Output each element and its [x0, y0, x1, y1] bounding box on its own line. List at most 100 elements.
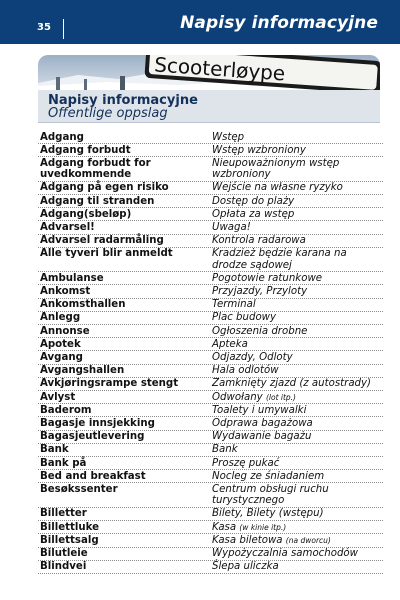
glossary-entry: Ankomst Przyjazdy, Przyloty	[38, 285, 383, 299]
entry-translation: Wstęp wzbroniony	[212, 145, 383, 156]
glossary-entry: Bank på Proszę pukać	[38, 457, 383, 471]
entry-term: Billetter	[40, 508, 87, 520]
entry-translation: Zamknięty zjazd (z autostrady)	[212, 378, 383, 389]
glossary-entry: Alle tyveri blir anmeldt Kradzież będzie …	[38, 248, 383, 273]
entry-translation-text: Pogotowie ratunkowe	[212, 272, 323, 284]
glossary-entry: Bagasje innsjekking Odprawa bagażowa	[38, 417, 383, 431]
glossary-entry: Avlyst Odwołany (lot itp.)	[38, 391, 383, 405]
entry-translation: Opłata za wstęp	[212, 209, 383, 220]
entry-translation-text: Odprawa bagażowa	[212, 417, 313, 429]
entry-term: Apotek	[40, 338, 81, 350]
entry-translation: Wypożyczalnia samochodów	[212, 548, 383, 559]
glossary-entry: Bank Bank	[38, 444, 383, 458]
entry-translation: Uwaga!	[212, 222, 383, 233]
entry-translation: Terminal	[212, 299, 383, 310]
entry-translation: Nieupoważnionym wstęp wzbroniony	[212, 158, 383, 180]
entry-term: Avkjøringsrampe stengt	[40, 378, 179, 390]
entry-translation-text: Przyjazdy, Przyloty	[212, 285, 308, 297]
section-title: Napisy informacyjne	[48, 93, 198, 108]
entry-term: Advarsel!	[40, 221, 95, 233]
entry-term: Blindvei	[40, 561, 87, 573]
entry-translation: Odwołany (lot itp.)	[212, 392, 383, 403]
entry-translation-text: Toalety i umywalki	[212, 404, 307, 416]
glossary-entry: Adgang(sbeløp) Opłata za wstęp	[38, 208, 383, 222]
entry-translation-text: Nocleg ze śniadaniem	[212, 470, 325, 482]
entry-translation-text: Kasa	[212, 521, 237, 533]
glossary-entry: Bagasjeutlevering Wydawanie bagażu	[38, 431, 383, 444]
glossary-entry: Annonse Ogłoszenia drobne	[38, 325, 383, 339]
entry-translation: Bank	[212, 444, 383, 455]
header-title: Napisy informacyjne	[180, 13, 378, 33]
sign-photo-illustration: Scooterløype	[38, 55, 380, 90]
entry-translation-text: Wydawanie bagażu	[212, 431, 312, 443]
entry-translation-text: Proszę pukać	[212, 457, 280, 469]
section-heading: Napisy informacyjne Offentlige oppslag	[38, 90, 380, 123]
entry-term: Adgang til stranden	[40, 195, 155, 207]
glossary-entry: Apotek Apteka	[38, 338, 383, 352]
entry-term: Bank på	[40, 457, 87, 469]
entry-translation-text: Terminal	[212, 299, 256, 311]
entry-translation-text: Odjazdy, Odloty	[212, 351, 293, 363]
glossary-list: Adgang Wstęp Adgang forbudt Wstęp wzbronion…	[38, 131, 383, 574]
entry-term: Billettsalg	[40, 534, 99, 546]
entry-translation-text: Odwołany	[212, 391, 263, 403]
entry-translation-text: Wstęp wzbroniony	[212, 144, 306, 156]
glossary-entry: Billetter Bilety, Bilety (wstępu)	[38, 508, 383, 522]
glossary-entry: Baderom Toalety i umywalki	[38, 404, 383, 418]
entry-term: Bank	[40, 444, 69, 456]
entry-translation-text: Kontrola radarowa	[212, 235, 306, 247]
entry-translation: Centrum obsługi ruchu turystycznego	[212, 484, 383, 506]
glossary-entry: Billettluke Kasa (w kinie itp.)	[38, 521, 383, 535]
entry-translation: Proszę pukać	[212, 458, 383, 469]
glossary-entry: Adgang på egen risiko Wejście na własne r…	[38, 182, 383, 196]
entry-term: Adgang på egen risiko	[40, 182, 169, 194]
entry-term: Avgangshallen	[40, 365, 125, 377]
glossary-entry: Advarsel! Uwaga!	[38, 221, 383, 235]
entry-translation: Kasa biletowa (na dworcu)	[212, 535, 383, 546]
entry-translation-text: Apteka	[212, 338, 248, 350]
header-divider	[63, 19, 64, 39]
entry-term: Ankomsthallen	[40, 299, 126, 311]
glossary-entry: Adgang Wstęp	[38, 131, 383, 145]
entry-note: (na dworcu)	[285, 535, 331, 545]
entry-translation-text: Kradzież będzie karana na drodze sądowej	[212, 248, 347, 271]
glossary-entry: Bed and breakfast Nocleg ze śniadaniem	[38, 470, 383, 484]
glossary-entry: Adgang til stranden Dostęp do plaży	[38, 195, 383, 209]
glossary-entry: Bilutleie Wypożyczalnia samochodów	[38, 548, 383, 561]
entry-term: Adgang	[40, 131, 84, 143]
entry-term: Adgang forbudt	[40, 144, 131, 156]
entry-translation: Wejście na własne ryzyko	[212, 182, 383, 193]
glossary-entry: Billettsalg Kasa biletowa (na dworcu)	[38, 534, 383, 548]
entry-term: Bagasje innsjekking	[40, 417, 155, 429]
entry-translation-text: Zamknięty zjazd (z autostrady)	[212, 378, 372, 390]
glossary-entry: Adgang forbudt Wstęp wzbroniony	[38, 144, 383, 158]
entry-translation-text: Bank	[212, 444, 238, 456]
entry-translation-text: Wejście na własne ryzyko	[212, 182, 343, 194]
entry-translation-text: Kasa biletowa	[212, 534, 283, 546]
entry-translation-text: Wypożyczalnia samochodów	[212, 548, 358, 559]
glossary-entry: Ankomsthallen Terminal	[38, 299, 383, 312]
entry-translation-text: Opłata za wstęp	[212, 208, 295, 220]
glossary-entry: Adgang forbudt for uvedkommende Nieupoważ…	[38, 157, 383, 182]
entry-translation: Wstęp	[212, 132, 383, 143]
entry-translation: Dostęp do plaży	[212, 196, 383, 207]
page-number: 35	[37, 22, 51, 33]
entry-translation: Apteka	[212, 339, 383, 350]
entry-note: (w kinie itp.)	[239, 522, 287, 532]
entry-translation: Odjazdy, Odloty	[212, 352, 383, 363]
entry-translation: Kasa (w kinie itp.)	[212, 522, 383, 533]
entry-term: Bed and breakfast	[40, 470, 146, 482]
entry-translation-text: Nieupoważnionym wstęp wzbroniony	[212, 157, 340, 181]
entry-term: Ambulanse	[40, 272, 104, 284]
entry-translation: Ogłoszenia drobne	[212, 326, 383, 337]
glossary-entry: Advarsel radarmåling Kontrola radarowa	[38, 235, 383, 248]
entry-term: Annonse	[40, 325, 90, 337]
entry-term: Avlyst	[40, 391, 76, 403]
entry-translation-text: Plac budowy	[212, 312, 277, 324]
entry-translation: Bilety, Bilety (wstępu)	[212, 508, 383, 519]
entry-term: Besøkssenter	[40, 483, 118, 495]
entry-translation: Toalety i umywalki	[212, 405, 383, 416]
entry-term: Baderom	[40, 404, 92, 416]
entry-translation: Przyjazdy, Przyloty	[212, 286, 383, 297]
entry-term: Ankomst	[40, 285, 91, 297]
